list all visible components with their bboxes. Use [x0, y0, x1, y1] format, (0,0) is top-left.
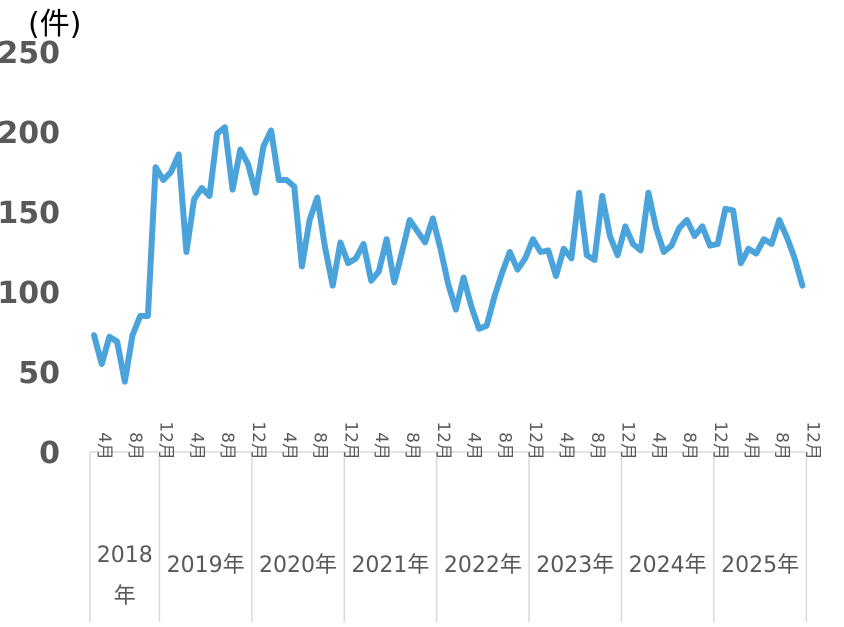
x-month-tick-label: 8月 [402, 432, 422, 460]
x-month-tick-label: 4月 [556, 432, 576, 460]
x-month-tick-label: 8月 [310, 432, 330, 460]
y-tick-label: 250 [0, 36, 60, 71]
x-year-label: 2020年 [259, 553, 337, 578]
y-tick-labels: 0 50 100 150 200 250 [0, 36, 60, 471]
x-month-tick-label: 8月 [679, 432, 699, 460]
x-year-label: 2018 [97, 543, 153, 568]
x-month-tick-label: 8月 [587, 432, 607, 460]
x-month-tick-label: 12月 [156, 421, 176, 460]
x-month-tick-label: 8月 [772, 432, 792, 460]
y-tick-label: 100 [0, 276, 60, 311]
x-month-tick-label: 12月 [433, 421, 453, 460]
x-month-tick-label: 12月 [248, 421, 268, 460]
x-year-label: 2021年 [351, 553, 429, 578]
series-line [91, 124, 806, 385]
x-month-tick-label: 4月 [648, 432, 668, 460]
x-month-tick-label: 12月 [525, 421, 545, 460]
x-month-tick-label: 4月 [186, 432, 206, 460]
x-year-label-suffix: 年 [114, 584, 136, 609]
y-tick-label: 0 [39, 436, 60, 471]
x-month-tick-label: 12月 [802, 421, 822, 460]
x-axis [89, 451, 808, 622]
x-year-label: 2022年 [444, 553, 522, 578]
x-month-tick-label: 8月 [217, 432, 237, 460]
series-group [91, 124, 806, 385]
x-year-label: 2023年 [536, 553, 614, 578]
x-year-label: 2025年 [721, 553, 799, 578]
x-month-tick-label: 4月 [464, 432, 484, 460]
x-year-labels: 2018 年 2019年 2020年 2021年 2022年 2023年 2024年 2025年 [97, 543, 799, 609]
x-month-tick-label: 4月 [371, 432, 391, 460]
y-axis-unit-label: (件) [28, 7, 81, 42]
x-year-label: 2019年 [167, 553, 245, 578]
y-tick-label: 50 [18, 356, 60, 391]
x-year-label: 2024年 [629, 553, 707, 578]
x-month-tick-label: 12月 [710, 421, 730, 460]
x-month-tick-labels: 4月 8月 12月 4月 8月 12月 4月 8月 12月 4月 8月 12月 4月 8月 12月 4月 8月 1… [94, 421, 822, 460]
x-month-tick-label: 8月 [494, 432, 514, 460]
x-month-tick-label: 8月 [125, 432, 145, 460]
x-month-tick-label: 12月 [618, 421, 638, 460]
y-tick-label: 150 [0, 196, 60, 231]
x-month-tick-label: 4月 [741, 432, 761, 460]
y-tick-label: 200 [0, 116, 60, 151]
x-month-tick-label: 4月 [94, 432, 114, 460]
x-month-tick-label: 12月 [340, 421, 360, 460]
x-month-tick-label: 4月 [279, 432, 299, 460]
